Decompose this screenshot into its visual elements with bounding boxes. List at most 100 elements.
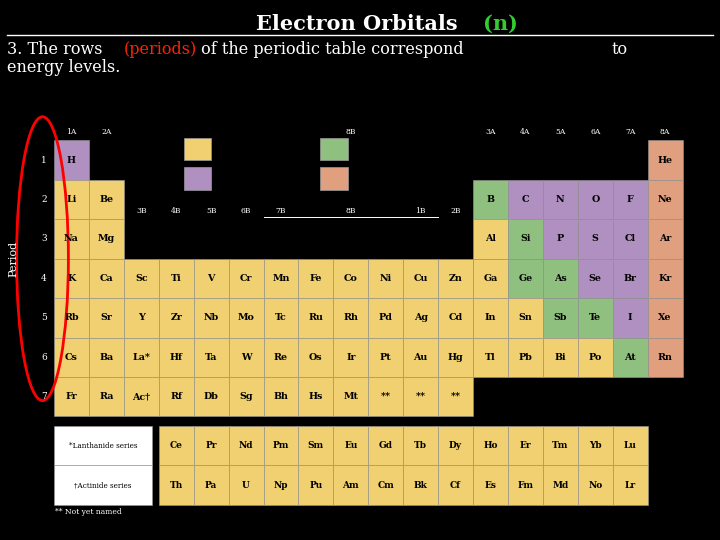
Bar [368, 377, 403, 416]
Bar [368, 426, 403, 465]
Text: 8A: 8A [660, 128, 670, 136]
Bar [543, 298, 577, 338]
Text: Os: Os [309, 353, 323, 362]
Bar [508, 259, 543, 298]
Text: Nonmetals: Nonmetals [217, 174, 264, 183]
Bar [613, 338, 648, 377]
Bar [577, 259, 613, 298]
Text: Zn: Zn [449, 274, 462, 283]
Text: Tb: Tb [414, 441, 427, 450]
Text: Kr: Kr [658, 274, 672, 283]
Text: Tl: Tl [485, 353, 496, 362]
Bar [333, 259, 369, 298]
Bar [194, 426, 229, 465]
Text: Pr: Pr [205, 441, 217, 450]
Bar [613, 465, 648, 505]
Text: 1: 1 [41, 156, 47, 165]
Bar [264, 338, 299, 377]
Bar [613, 180, 648, 219]
Text: Sg: Sg [239, 392, 253, 401]
Bar [320, 138, 348, 160]
Text: 3A: 3A [485, 128, 496, 136]
Bar [159, 298, 194, 338]
Bar [438, 259, 473, 298]
Text: In: In [485, 313, 496, 322]
Text: Mt: Mt [343, 392, 359, 401]
Text: Ra: Ra [99, 392, 114, 401]
Text: to: to [612, 41, 628, 58]
Bar [89, 298, 124, 338]
Bar [89, 180, 124, 219]
Text: Ga: Ga [483, 274, 498, 283]
Bar [473, 259, 508, 298]
Text: Cu: Cu [413, 274, 428, 283]
Bar [333, 426, 369, 465]
Text: **: ** [381, 392, 391, 401]
Bar [89, 259, 124, 298]
Bar [159, 377, 194, 416]
Text: Mn: Mn [272, 274, 289, 283]
Bar [577, 298, 613, 338]
Bar [648, 180, 683, 219]
Bar [299, 377, 333, 416]
Text: Hf: Hf [170, 353, 183, 362]
Bar [508, 298, 543, 338]
Bar [194, 259, 229, 298]
Text: Nd: Nd [239, 441, 253, 450]
Text: Se: Se [589, 274, 602, 283]
Text: 5: 5 [41, 313, 47, 322]
Bar [54, 465, 152, 505]
Text: 2A: 2A [102, 128, 112, 136]
Text: Y: Y [138, 313, 145, 322]
Bar [508, 465, 543, 505]
Bar [403, 298, 438, 338]
Bar [299, 259, 333, 298]
Bar [89, 219, 124, 259]
Bar [543, 426, 577, 465]
Text: Er: Er [520, 441, 531, 450]
Text: Mg: Mg [98, 234, 115, 244]
Text: Te: Te [589, 313, 601, 322]
Text: As: As [554, 274, 567, 283]
Text: Fr: Fr [66, 392, 77, 401]
Text: Yb: Yb [589, 441, 602, 450]
Text: Pu: Pu [310, 481, 323, 490]
Text: Metalloids: Metalloids [354, 145, 399, 153]
Text: Metals: Metals [217, 145, 246, 153]
Text: Pd: Pd [379, 313, 392, 322]
Bar [508, 219, 543, 259]
Text: I: I [628, 313, 632, 322]
Bar [194, 465, 229, 505]
Text: 8B: 8B [346, 128, 356, 136]
Text: Ag: Ag [414, 313, 428, 322]
Text: N: N [556, 195, 564, 204]
Bar [54, 338, 89, 377]
Text: **: ** [415, 392, 426, 401]
Text: 4A: 4A [521, 128, 531, 136]
Bar [648, 219, 683, 259]
Text: Ac†: Ac† [132, 392, 150, 401]
Text: Lr: Lr [625, 481, 636, 490]
Text: 5A: 5A [555, 128, 565, 136]
Text: Bh: Bh [274, 392, 289, 401]
Text: 7A: 7A [625, 128, 635, 136]
Text: Tm: Tm [552, 441, 569, 450]
Text: K: K [67, 274, 76, 283]
Text: 3: 3 [41, 234, 47, 244]
Bar [368, 298, 403, 338]
Text: Po: Po [588, 353, 602, 362]
Text: He: He [657, 156, 672, 165]
Text: Cl: Cl [625, 234, 636, 244]
Bar [124, 338, 158, 377]
Bar [264, 377, 299, 416]
Bar [473, 465, 508, 505]
Text: Li: Li [66, 195, 76, 204]
Text: Ti: Ti [171, 274, 181, 283]
Bar [368, 259, 403, 298]
Bar [473, 180, 508, 219]
Text: C: C [522, 195, 529, 204]
Text: Ru: Ru [308, 313, 323, 322]
Bar [299, 298, 333, 338]
Text: S: S [592, 234, 599, 244]
Bar [229, 426, 264, 465]
